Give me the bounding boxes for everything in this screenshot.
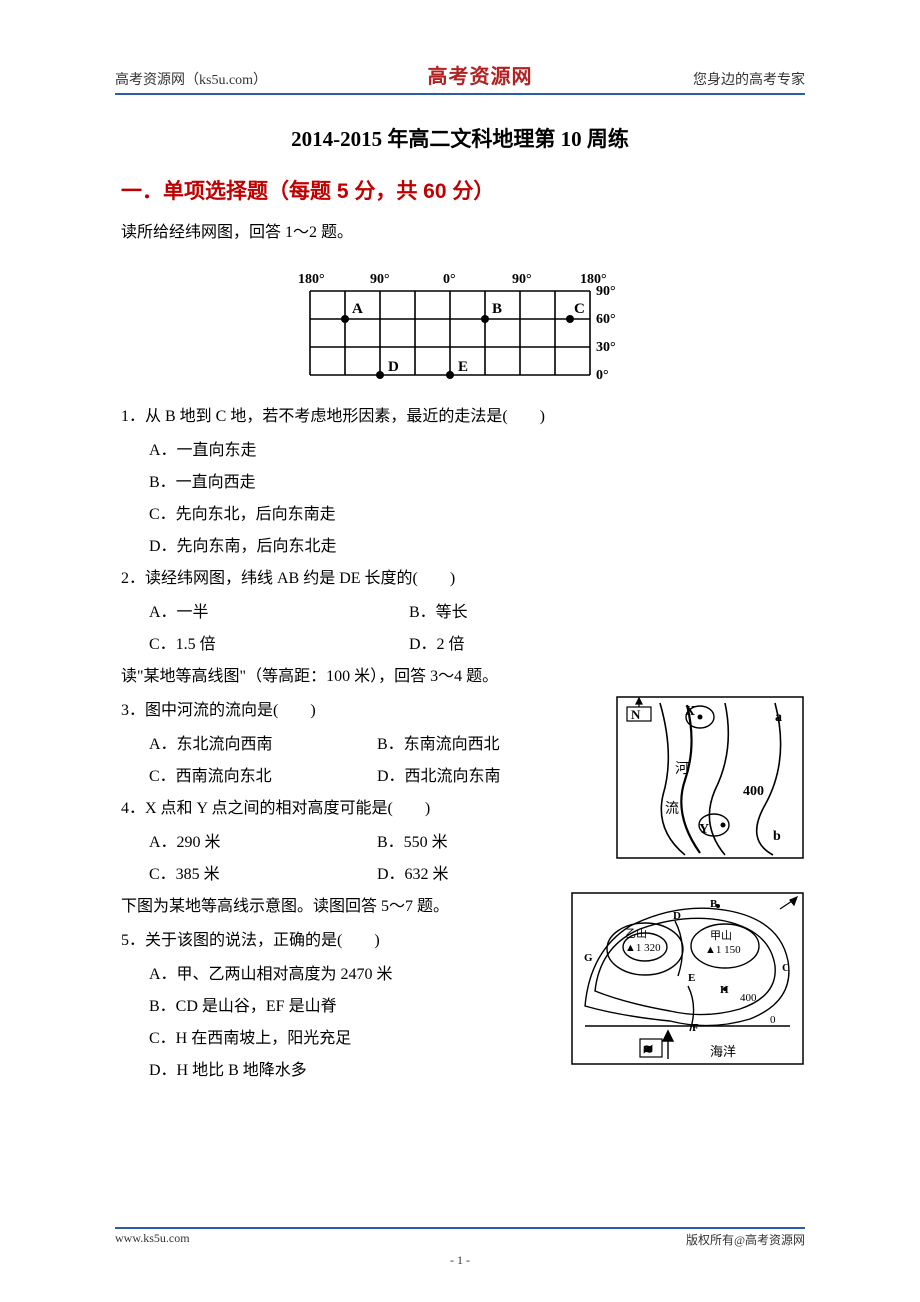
svg-text:B: B <box>492 301 502 317</box>
intro-q3-4: 读"某地等高线图"（等高距：100 米），回答 3～4 题。 <box>115 661 805 693</box>
svg-text:180°: 180° <box>298 272 325 287</box>
q4-opt-c: C．385 米 <box>149 859 377 891</box>
svg-text:30°: 30° <box>596 340 616 355</box>
svg-text:400: 400 <box>743 784 764 799</box>
svg-text:▲1 150: ▲1 150 <box>705 944 741 956</box>
svg-text:D: D <box>388 359 399 375</box>
svg-text:C: C <box>574 301 585 317</box>
q4-opt-d: D．632 米 <box>377 859 605 891</box>
svg-text:0°: 0° <box>443 272 456 287</box>
q1-opt-c: C．先向东北，后向东南走 <box>115 499 805 531</box>
q3-opt-c: C．西南流向东北 <box>149 761 377 793</box>
svg-text:400: 400 <box>740 992 757 1004</box>
section-heading: 一．单项选择题（每题 5 分，共 60 分） <box>115 175 805 205</box>
svg-text:海洋: 海洋 <box>710 1044 736 1059</box>
svg-text:甲山: 甲山 <box>710 929 732 942</box>
svg-text:D: D <box>673 910 681 922</box>
svg-text:90°: 90° <box>512 272 532 287</box>
q3-opt-b: B．东南流向西北 <box>377 729 605 761</box>
page-header: 高考资源网（ks5u.com） 高考资源网 您身边的高考专家 <box>115 60 805 93</box>
q1-stem: 1．从 B 地到 C 地，若不考虑地形因素，最近的走法是( ) <box>115 401 805 433</box>
svg-text:60°: 60° <box>596 312 616 327</box>
footer-right: 版权所有@高考资源网 <box>686 1231 805 1248</box>
svg-text:B: B <box>710 898 718 910</box>
q3-opt-a: A．东北流向西南 <box>149 729 377 761</box>
svg-text:流: 流 <box>665 801 679 817</box>
svg-text:0°: 0° <box>596 368 609 383</box>
svg-text:90°: 90° <box>370 272 390 287</box>
svg-text:0: 0 <box>770 1014 776 1026</box>
q3-opt-d: D．西北流向东南 <box>377 761 605 793</box>
svg-text:C: C <box>782 962 790 974</box>
page-number: - 1 - <box>450 1253 470 1268</box>
q2-opt-d: D．2 倍 <box>409 629 669 661</box>
page-footer: www.ks5u.com 版权所有@高考资源网 <box>115 1223 805 1248</box>
q4-opt-b: B．550 米 <box>377 827 605 859</box>
header-rule <box>115 93 805 95</box>
q4-opt-a: A．290 米 <box>149 827 377 859</box>
header-left: 高考资源网（ks5u.com） <box>115 69 267 89</box>
svg-text:乙山: 乙山 <box>625 927 647 940</box>
svg-text:E: E <box>458 359 468 375</box>
figure-contour-river: N X a 河 流 400 Y b <box>615 695 805 872</box>
q2-opt-a: A．一半 <box>149 597 409 629</box>
svg-text:E: E <box>688 972 695 984</box>
figure-contour-mountains: 乙山 ▲1 320 甲山 ▲1 150 B C D E F G H 400 0 … <box>570 891 805 1078</box>
q1-opt-d: D．先向东南，后向东北走 <box>115 531 805 563</box>
svg-text:90°: 90° <box>596 284 616 299</box>
svg-text:b: b <box>773 829 781 844</box>
svg-text:N: N <box>631 707 641 722</box>
q2-opt-b: B．等长 <box>409 597 669 629</box>
q1-opt-a: A．一直向东走 <box>115 435 805 467</box>
svg-text:河: 河 <box>675 761 689 777</box>
svg-text:≋: ≋ <box>643 1042 653 1056</box>
svg-text:▲1 320: ▲1 320 <box>625 942 661 954</box>
svg-text:G: G <box>584 952 593 964</box>
footer-left: www.ks5u.com <box>115 1231 190 1248</box>
svg-text:a: a <box>775 710 782 725</box>
svg-text:A: A <box>352 301 363 317</box>
intro-q1-2: 读所给经纬网图，回答 1～2 题。 <box>115 217 805 249</box>
header-brand: 高考资源网 <box>428 60 533 89</box>
q1-opt-b: B．一直向西走 <box>115 467 805 499</box>
svg-text:F: F <box>692 1022 699 1034</box>
q2-opt-c: C．1.5 倍 <box>149 629 409 661</box>
figure-grid-map: 180° 90° 0° 90° 180° 90° 60° 30° 0° <box>115 263 805 383</box>
page-title: 2014-2015 年高二文科地理第 10 周练 <box>115 123 805 153</box>
q2-stem: 2．读经纬网图，纬线 AB 约是 DE 长度的( ) <box>115 563 805 595</box>
header-right: 您身边的高考专家 <box>693 69 805 89</box>
